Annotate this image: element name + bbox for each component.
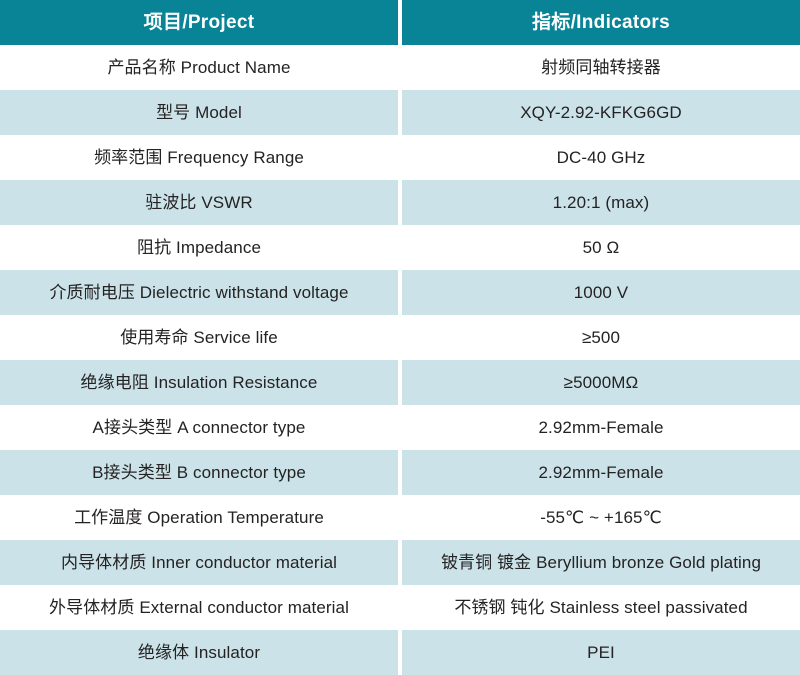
table-row: 驻波比 VSWR 1.20:1 (max) <box>0 180 800 225</box>
table-row: 型号 Model XQY-2.92-KFKG6GD <box>0 90 800 135</box>
row-label: 工作温度 Operation Temperature <box>0 495 398 540</box>
table-row: 产品名称 Product Name 射频同轴转接器 <box>0 45 800 90</box>
row-value: 射频同轴转接器 <box>402 45 800 90</box>
row-label: 内导体材质 Inner conductor material <box>0 540 398 585</box>
table-row: 频率范围 Frequency Range DC-40 GHz <box>0 135 800 180</box>
row-value: DC-40 GHz <box>402 135 800 180</box>
table-row: 使用寿命 Service life ≥500 <box>0 315 800 360</box>
table-header-row: 项目/Project 指标/Indicators <box>0 0 800 45</box>
row-value: 1.20:1 (max) <box>402 180 800 225</box>
table-row: B接头类型 B connector type 2.92mm-Female <box>0 450 800 495</box>
row-label: 介质耐电压 Dielectric withstand voltage <box>0 270 398 315</box>
table-row: 内导体材质 Inner conductor material 铍青铜 镀金 Be… <box>0 540 800 585</box>
table-row: 绝缘体 Insulator PEI <box>0 630 800 675</box>
row-value: PEI <box>402 630 800 675</box>
row-label: B接头类型 B connector type <box>0 450 398 495</box>
table-body: 产品名称 Product Name 射频同轴转接器 型号 Model XQY-2… <box>0 45 800 675</box>
row-value: 铍青铜 镀金 Beryllium bronze Gold plating <box>402 540 800 585</box>
row-value: 2.92mm-Female <box>402 450 800 495</box>
row-value: ≥5000MΩ <box>402 360 800 405</box>
header-indicators: 指标/Indicators <box>402 0 800 45</box>
table-row: 工作温度 Operation Temperature -55℃ ~ +165℃ <box>0 495 800 540</box>
header-project: 项目/Project <box>0 0 398 45</box>
row-label: 型号 Model <box>0 90 398 135</box>
row-value: ≥500 <box>402 315 800 360</box>
row-label: 绝缘体 Insulator <box>0 630 398 675</box>
table-row: 绝缘电阻 Insulation Resistance ≥5000MΩ <box>0 360 800 405</box>
row-value: 不锈钢 钝化 Stainless steel passivated <box>402 585 800 630</box>
table-row: 外导体材质 External conductor material 不锈钢 钝化… <box>0 585 800 630</box>
row-label: 驻波比 VSWR <box>0 180 398 225</box>
row-label: 频率范围 Frequency Range <box>0 135 398 180</box>
row-value: 1000 V <box>402 270 800 315</box>
row-value: 2.92mm-Female <box>402 405 800 450</box>
row-value: 50 Ω <box>402 225 800 270</box>
row-value: XQY-2.92-KFKG6GD <box>402 90 800 135</box>
row-label: 阻抗 Impedance <box>0 225 398 270</box>
table-row: A接头类型 A connector type 2.92mm-Female <box>0 405 800 450</box>
row-label: 外导体材质 External conductor material <box>0 585 398 630</box>
row-label: 使用寿命 Service life <box>0 315 398 360</box>
table-row: 阻抗 Impedance 50 Ω <box>0 225 800 270</box>
row-value: -55℃ ~ +165℃ <box>402 495 800 540</box>
row-label: A接头类型 A connector type <box>0 405 398 450</box>
row-label: 绝缘电阻 Insulation Resistance <box>0 360 398 405</box>
table-row: 介质耐电压 Dielectric withstand voltage 1000 … <box>0 270 800 315</box>
row-label: 产品名称 Product Name <box>0 45 398 90</box>
